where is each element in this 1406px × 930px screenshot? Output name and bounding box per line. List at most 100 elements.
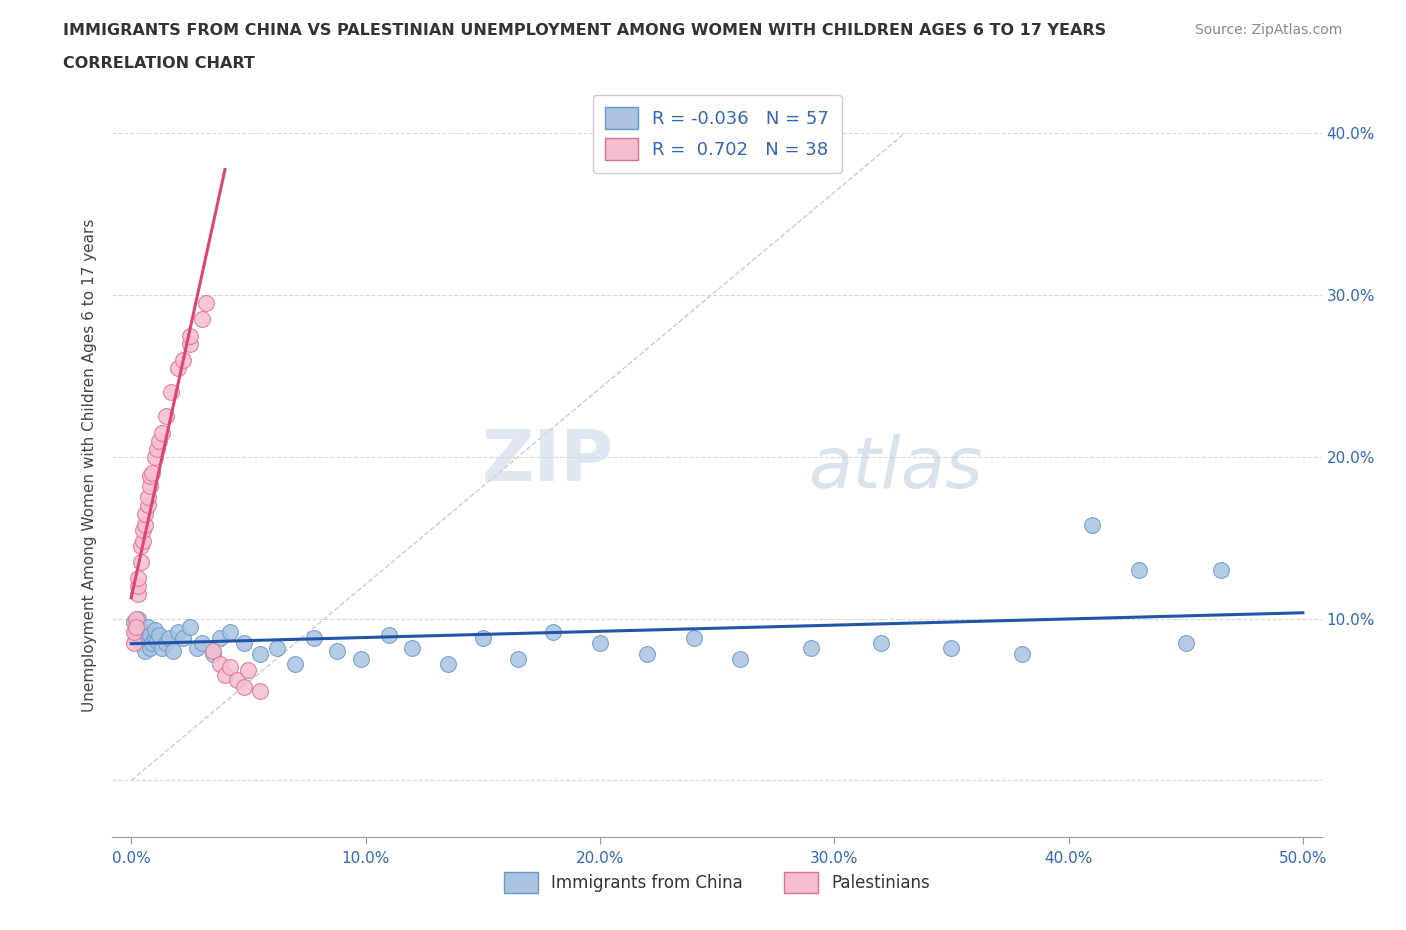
- Point: [146, 634, 169, 649]
- Text: CORRELATION CHART: CORRELATION CHART: [63, 56, 254, 71]
- Point: [179, 619, 201, 634]
- Point: [132, 624, 155, 639]
- Point: [266, 641, 288, 656]
- Point: [870, 635, 893, 650]
- Point: [172, 631, 194, 645]
- Point: [378, 628, 401, 643]
- Point: [218, 624, 240, 639]
- Text: IMMIGRANTS FROM CHINA VS PALESTINIAN UNEMPLOYMENT AMONG WOMEN WITH CHILDREN AGES: IMMIGRANTS FROM CHINA VS PALESTINIAN UNE…: [63, 23, 1107, 38]
- Point: [127, 611, 149, 626]
- Point: [186, 641, 208, 656]
- Text: atlas: atlas: [807, 434, 983, 503]
- Point: [225, 672, 247, 687]
- Point: [143, 631, 166, 645]
- Point: [139, 641, 162, 656]
- Point: [139, 479, 162, 494]
- Point: [129, 635, 152, 650]
- Point: [1209, 563, 1232, 578]
- Point: [326, 644, 349, 658]
- Point: [232, 679, 254, 694]
- Point: [139, 469, 162, 484]
- Point: [125, 631, 148, 645]
- Point: [682, 631, 704, 645]
- Point: [238, 663, 260, 678]
- Point: [122, 624, 145, 639]
- Point: [1174, 635, 1197, 650]
- Point: [506, 652, 529, 667]
- Point: [148, 628, 170, 643]
- Point: [209, 657, 232, 671]
- Point: [125, 619, 148, 634]
- Point: [136, 631, 159, 645]
- Point: [155, 635, 177, 650]
- Point: [190, 635, 212, 650]
- Point: [141, 466, 163, 481]
- Point: [125, 611, 148, 626]
- Point: [143, 622, 166, 637]
- Point: [136, 619, 159, 634]
- Point: [218, 659, 240, 674]
- Point: [195, 296, 218, 311]
- Point: [202, 646, 225, 661]
- Point: [150, 425, 173, 440]
- Point: [150, 641, 173, 656]
- Point: [129, 554, 152, 569]
- Point: [146, 442, 169, 457]
- Point: [190, 312, 212, 326]
- Point: [636, 646, 658, 661]
- Point: [132, 523, 155, 538]
- Point: [302, 631, 325, 645]
- Point: [1011, 646, 1033, 661]
- Text: ZIP: ZIP: [482, 427, 614, 496]
- Point: [471, 631, 494, 645]
- Point: [125, 624, 148, 639]
- Point: [127, 619, 149, 634]
- Point: [136, 490, 159, 505]
- Point: [127, 587, 149, 602]
- Point: [172, 352, 194, 367]
- Point: [800, 641, 823, 656]
- Point: [249, 684, 271, 698]
- Point: [136, 498, 159, 512]
- Point: [232, 635, 254, 650]
- Point: [134, 517, 156, 532]
- Point: [127, 571, 149, 586]
- Point: [139, 628, 162, 643]
- Point: [1081, 517, 1104, 532]
- Point: [122, 635, 145, 650]
- Point: [132, 534, 155, 549]
- Point: [134, 506, 156, 521]
- Point: [214, 668, 236, 683]
- Point: [143, 449, 166, 464]
- Point: [127, 578, 149, 593]
- Point: [249, 646, 271, 661]
- Point: [160, 385, 183, 400]
- Point: [941, 641, 963, 656]
- Point: [209, 631, 232, 645]
- Y-axis label: Unemployment Among Women with Children Ages 6 to 17 years: Unemployment Among Women with Children A…: [82, 219, 97, 711]
- Point: [129, 538, 152, 553]
- Point: [401, 641, 423, 656]
- Point: [141, 635, 163, 650]
- Point: [167, 624, 190, 639]
- Text: Source: ZipAtlas.com: Source: ZipAtlas.com: [1195, 23, 1343, 37]
- Point: [350, 652, 373, 667]
- Point: [129, 628, 152, 643]
- Point: [155, 409, 177, 424]
- Point: [284, 657, 307, 671]
- Point: [167, 361, 190, 376]
- Legend: Immigrants from China, Palestinians: Immigrants from China, Palestinians: [498, 866, 936, 899]
- Point: [541, 624, 564, 639]
- Point: [157, 631, 180, 645]
- Point: [202, 644, 225, 658]
- Point: [179, 337, 201, 352]
- Point: [179, 328, 201, 343]
- Point: [148, 433, 170, 448]
- Point: [134, 644, 156, 658]
- Point: [134, 635, 156, 650]
- Point: [122, 615, 145, 630]
- Point: [1128, 563, 1150, 578]
- Point: [730, 652, 752, 667]
- Point: [589, 635, 612, 650]
- Point: [436, 657, 458, 671]
